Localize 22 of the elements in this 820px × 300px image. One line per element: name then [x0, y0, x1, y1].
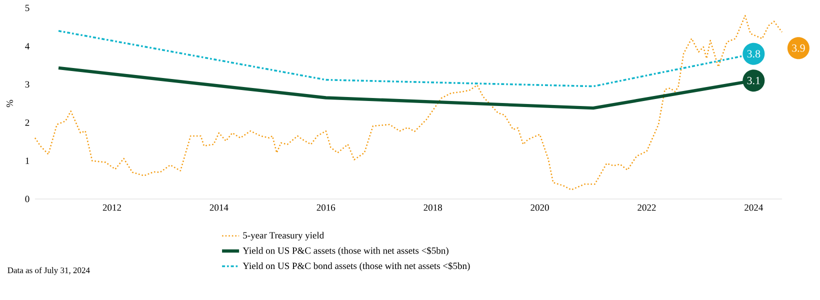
x-tick-label: 2018 [424, 204, 442, 211]
x-tick-label: 2016 [316, 204, 336, 211]
x-tick-label: 2020 [530, 204, 549, 211]
y-axis-title: % [6, 100, 13, 108]
data-label: 3.8 [747, 50, 760, 58]
y-tick-label: 3 [25, 81, 30, 88]
line-series [34, 14, 783, 190]
legend-label: Yield on US P&C assets (those with net assets <$5bn) [242, 246, 448, 256]
y-tick-label: 2 [25, 119, 30, 126]
y-tick-label: 0 [25, 196, 30, 202]
x-tick-label: 2014 [210, 204, 228, 211]
x-tick-label: 2022 [638, 204, 656, 211]
text: 3.9 [792, 44, 805, 52]
y-tick-label: 4 [25, 43, 30, 50]
y-tick-label: 1 [26, 158, 30, 164]
legend-label: 5-year Treasury yield [243, 232, 324, 240]
x-tick-label: 2024 [744, 204, 764, 211]
x-tick-label: 2012 [102, 204, 121, 211]
legend-label: Yield on US P&C bond assets (those with net assets <$5bn) [242, 262, 470, 272]
data-label: 3.1 [747, 76, 760, 84]
y-tick-label: 5 [25, 4, 30, 12]
text: Data as of July 31, 2024 [8, 267, 90, 275]
